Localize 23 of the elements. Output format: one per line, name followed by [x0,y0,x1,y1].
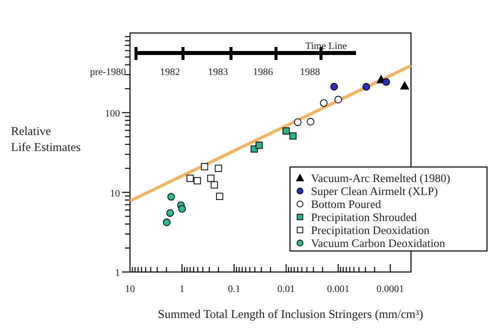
legend-label: Precipitation Deoxidation [311,225,430,237]
legend-label: Bottom Poured [311,199,382,211]
x-tick-label: 0.01 [277,284,295,295]
y-axis-title: Relative Life Estimates [11,124,81,154]
x-tick-label: 1 [180,284,185,295]
y-tick-label: 10 [110,188,120,200]
x-tick-label: 10 [125,284,135,295]
x-tick-label: 0.0001 [376,284,404,295]
annotation: 1982 [160,67,180,78]
annotation: 1986 [253,67,273,78]
y-tick-label: 100 [105,108,120,120]
legend-label: Vacuum-Arc Remelted (1980) [311,173,450,185]
annotation: Time Line [305,41,348,52]
annotation: 1983 [208,67,228,78]
legend-label: Precipitation Shrouded [311,212,417,224]
y-tick-label: 1 [115,268,120,279]
x-tick-label: 0.001 [326,284,350,295]
text: pre-1980 [90,67,126,78]
x-axis-title: Summed Total Length of Inclusion Stringers (mm/cm³) [158,307,424,321]
legend-label: Super Clean Airmelt (XLP) [311,186,438,198]
annotation: 1988 [300,67,320,78]
legend-label: Vacuum Carbon Deoxidation [311,238,446,250]
x-tick-label: 0.1 [228,284,240,295]
